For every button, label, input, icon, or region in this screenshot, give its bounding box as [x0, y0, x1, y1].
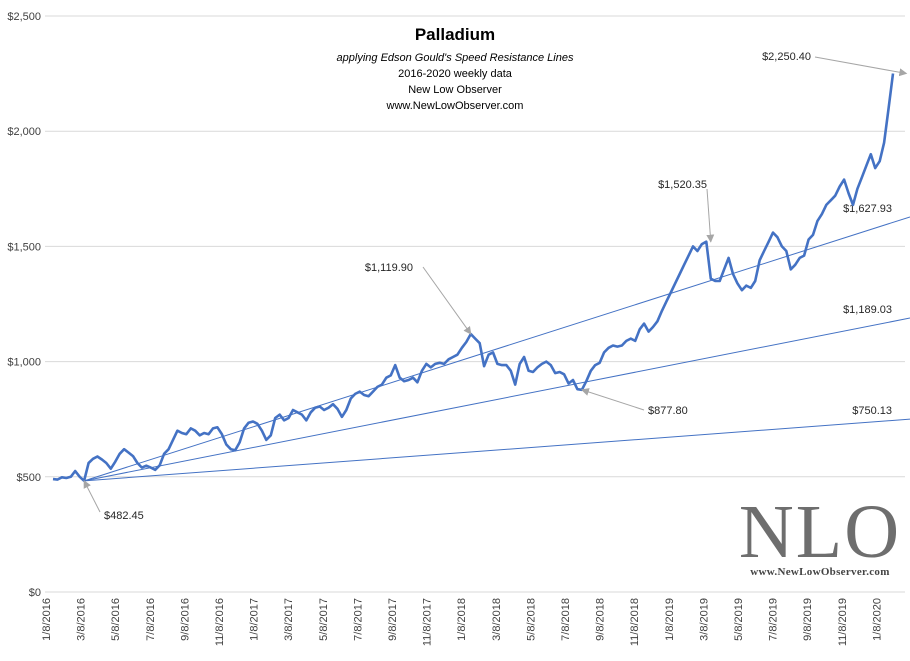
annotation-arrow	[706, 188, 715, 243]
annotation-label: $877.80	[648, 405, 688, 417]
x-tick-label: 11/8/2017	[422, 598, 434, 646]
price-series	[52, 73, 895, 483]
chart-title: Palladium	[414, 25, 496, 44]
x-tick-label: 5/8/2019	[733, 598, 745, 641]
x-tick-label: 5/8/2017	[318, 598, 330, 641]
y-tick-label: $500	[17, 472, 41, 484]
x-tick-label: 5/8/2018	[525, 598, 537, 641]
x-tick-label: 7/8/2017	[352, 598, 364, 641]
nlo-logo-url: www.NewLowObserver.com	[750, 566, 890, 578]
speed-line-label: $1,627.93	[843, 203, 892, 215]
chart-subtitle-dates: 2016-2020 weekly data	[398, 68, 512, 80]
speed-resistance-lines: $750.13 $1,189.03 $1,627.93	[83, 203, 910, 482]
y-tick-label: $1,000	[7, 357, 41, 369]
chart-subtitle-url: www.NewLowObserver.com	[386, 100, 524, 112]
y-axis-ticks: $0 $500 $1,000 $1,500 $2,000 $2,500	[7, 11, 41, 599]
x-tick-label: 3/8/2017	[283, 598, 295, 641]
x-tick-label: 9/8/2016	[179, 598, 191, 641]
x-tick-label: 1/8/2016	[41, 598, 53, 641]
x-tick-label: 5/8/2016	[110, 598, 122, 641]
speed-line	[83, 216, 910, 482]
price-annotations: $482.45 $1,119.90 $877.80 $1,520.35 $2,250.4…	[83, 51, 908, 522]
annotation-arrow	[580, 388, 645, 411]
x-tick-label: 1/8/2019	[664, 598, 676, 641]
chart-subtitle-author: New Low Observer	[408, 84, 502, 96]
y-tick-label: $2,000	[7, 126, 41, 138]
annotation-arrow	[814, 56, 908, 77]
x-tick-label: 7/8/2019	[768, 598, 780, 641]
y-tick-label: $2,500	[7, 11, 41, 23]
x-tick-label: 3/8/2018	[491, 598, 503, 641]
speed-line	[84, 418, 910, 482]
annotation-label: $1,520.35	[658, 179, 707, 191]
chart-subtitle: applying Edson Gould's Speed Resistance …	[336, 52, 574, 64]
x-tick-label: 11/8/2018	[629, 598, 641, 646]
nlo-logo-text: NLO	[738, 490, 902, 574]
chart-gridlines	[45, 15, 905, 593]
x-tick-label: 9/8/2017	[387, 598, 399, 641]
x-tick-label: 3/8/2019	[698, 598, 710, 641]
x-tick-label: 7/8/2018	[560, 598, 572, 641]
x-tick-label: 1/8/2017	[249, 598, 261, 641]
annotation-arrow	[83, 479, 101, 513]
x-tick-label: 11/8/2016	[214, 598, 226, 646]
speed-line	[84, 317, 910, 482]
x-tick-label: 9/8/2019	[802, 598, 814, 641]
x-tick-label: 9/8/2018	[595, 598, 607, 641]
x-axis-ticks: 1/8/2016 3/8/2016 5/8/2016 7/8/2016 9/8/2016…	[41, 598, 883, 646]
x-tick-label: 7/8/2016	[145, 598, 157, 641]
x-tick-label: 1/8/2020	[871, 598, 883, 641]
x-tick-label: 11/8/2019	[837, 598, 849, 646]
y-tick-label: $0	[29, 587, 41, 599]
x-tick-label: 1/8/2018	[456, 598, 468, 641]
speed-line-label: $750.13	[852, 405, 892, 417]
nlo-logo: NLO www.NewLowObserver.com	[735, 490, 905, 578]
x-tick-label: 3/8/2016	[76, 598, 88, 641]
price-line	[52, 73, 895, 483]
chart-title-block: Palladium applying Edson Gould's Speed R…	[300, 24, 610, 114]
annotation-label: $482.45	[104, 510, 144, 522]
y-tick-label: $1,500	[7, 241, 41, 253]
speed-line-label: $1,189.03	[843, 304, 892, 316]
annotation-label: $2,250.40	[762, 51, 811, 63]
annotation-label: $1,119.90	[365, 262, 413, 274]
annotation-arrow	[422, 266, 472, 335]
